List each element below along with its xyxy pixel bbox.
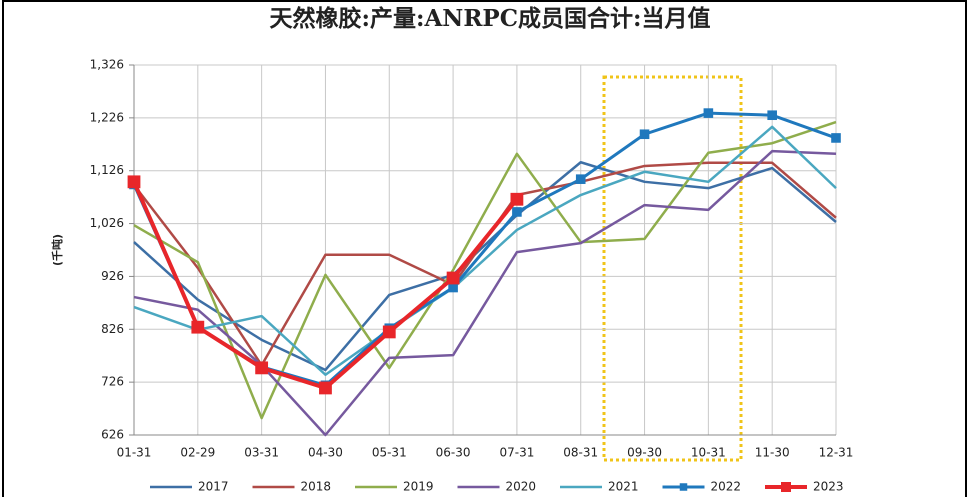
series-line (133, 120, 837, 420)
legend-label: 2023 (813, 480, 844, 494)
x-tick-label: 10-31 (691, 446, 726, 460)
marker (255, 361, 269, 375)
marker (510, 192, 524, 206)
marker (382, 325, 396, 339)
x-tick-label: 04-30 (308, 446, 343, 460)
legend-marker (679, 483, 688, 491)
marker (191, 320, 205, 334)
x-tick-label: 08-31 (563, 446, 598, 460)
legend-label: 2021 (608, 480, 639, 494)
marker (512, 207, 522, 217)
marker (127, 175, 141, 189)
marker (703, 108, 714, 118)
marker (319, 381, 332, 395)
x-tick-label: 11-30 (755, 446, 790, 460)
legend-label: 2022 (711, 480, 742, 494)
x-tick-label: 03-31 (244, 446, 279, 460)
legend-label: 2019 (403, 480, 434, 494)
y-tick-label: 1,226 (90, 110, 124, 124)
series-line (133, 161, 837, 372)
x-tick-label: 09-30 (627, 446, 662, 460)
x-tick-label: 12-31 (819, 446, 854, 460)
marker (448, 282, 458, 293)
highlight-box (602, 75, 743, 462)
x-tick-label: 02-29 (180, 446, 215, 460)
x-tick-label: 06-30 (436, 446, 471, 460)
legend-marker (781, 482, 791, 492)
marker (767, 110, 777, 121)
marker (639, 129, 650, 140)
y-tick-label: 1,026 (90, 216, 124, 230)
y-tick-label: 1,126 (90, 163, 124, 177)
series-line (133, 125, 837, 376)
marker (575, 174, 586, 184)
x-tick-label: 05-31 (372, 446, 407, 460)
x-tick-label: 07-31 (499, 446, 534, 460)
y-tick-label: 826 (101, 322, 124, 336)
x-tick-label: 01-31 (117, 446, 152, 460)
marker (446, 271, 460, 285)
y-axis-label: (千吨) (50, 234, 64, 266)
y-tick-label: 726 (101, 375, 124, 389)
chart-title: 天然橡胶:产量:ANRPC成员国合计:当月值 (269, 5, 710, 32)
y-tick-label: 1,326 (90, 58, 124, 72)
marker (831, 133, 841, 143)
series-line (133, 149, 837, 437)
y-tick-label: 926 (101, 269, 124, 283)
legend-label: 2018 (301, 480, 332, 494)
series-line (133, 161, 837, 367)
legend-label: 2020 (506, 480, 537, 494)
y-tick-label: 626 (101, 428, 124, 442)
legend-label: 2017 (198, 480, 229, 494)
